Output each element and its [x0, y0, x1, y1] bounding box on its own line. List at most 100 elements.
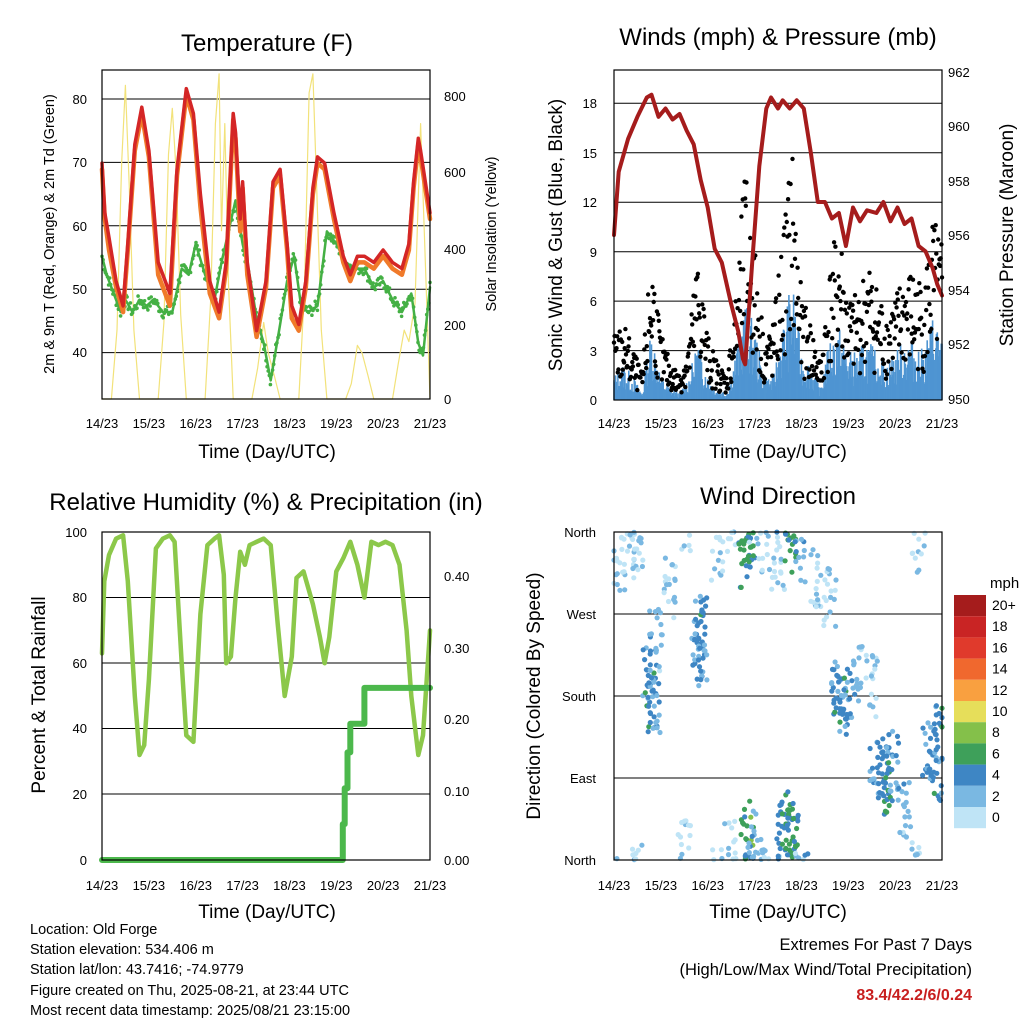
dewpoint-point: [320, 270, 324, 274]
x-tick-label: 20/23: [367, 416, 400, 431]
direction-point: [686, 845, 692, 851]
dewpoint-point: [423, 328, 428, 333]
direction-point: [755, 541, 761, 547]
dir-tick-south: South: [562, 689, 596, 704]
wind-tick-0: 0: [590, 393, 597, 408]
gust-point: [789, 316, 794, 322]
rh-x-tick-labels: 14/23 15/23 16/23 17/23 18/23 19/23 20/23 21/23: [86, 878, 447, 893]
gust-point: [687, 365, 692, 370]
direction-point: [764, 551, 770, 558]
direction-point: [621, 569, 627, 575]
gust-point: [830, 271, 836, 277]
gust-point: [846, 351, 851, 356]
gust-point: [765, 355, 771, 360]
direction-point: [653, 647, 660, 654]
direction-point: [786, 841, 793, 847]
latlon-text: Station lat/lon: 43.7416; -74.9779: [30, 962, 244, 979]
gust-point: [788, 181, 793, 187]
gust-point: [731, 350, 736, 355]
gust-point: [818, 359, 824, 364]
colorbar-label: 20+: [992, 597, 1016, 613]
gust-point: [910, 277, 916, 282]
direction-point: [893, 753, 899, 759]
dewpoint-point: [277, 333, 281, 337]
gust-point: [927, 301, 932, 307]
dewpoint-point: [396, 303, 401, 307]
wind-x-tick-labels: 14/23 15/23 16/23 17/23 18/23 19/23 20/23 21/23: [598, 416, 959, 431]
gust-point: [702, 314, 707, 319]
direction-point: [791, 838, 798, 845]
rh-grid: [102, 597, 430, 795]
precip-tick-labels: 0.40 0.30 0.20 0.10 0.00: [444, 569, 469, 868]
temperature-right-tick-labels: 800 600 400 200 0: [444, 89, 466, 407]
direction-point: [636, 550, 642, 556]
gust-point: [934, 336, 940, 342]
x-tick-label: 21/23: [926, 416, 959, 431]
gust-point: [931, 288, 936, 293]
direction-frame: [613, 531, 943, 861]
direction-point: [692, 657, 698, 663]
gust-point: [902, 303, 907, 309]
dewpoint-point: [312, 306, 316, 311]
colorbar-swatch: [954, 807, 986, 829]
direction-point: [738, 831, 744, 838]
dewpoint-point: [416, 340, 420, 345]
gust-point: [724, 376, 729, 381]
dewpoint-point: [282, 292, 287, 297]
direction-point: [834, 663, 841, 670]
gust-point: [762, 376, 767, 382]
dewpoint-point: [102, 267, 106, 272]
direction-point: [621, 561, 628, 567]
dewpoint-point: [360, 268, 365, 272]
direction-point: [702, 648, 708, 654]
rh-y-label: Percent & Total Rainfall: [29, 596, 50, 793]
direction-point: [702, 624, 708, 630]
gust-point: [695, 271, 701, 276]
wind-x-label: Time (Day/UTC): [709, 442, 847, 463]
direction-point: [837, 699, 843, 705]
gust-point: [797, 326, 802, 332]
direction-point: [648, 631, 655, 637]
dewpoint-point: [266, 369, 271, 373]
direction-point: [635, 567, 641, 573]
direction-point: [843, 731, 849, 737]
dewpoint-point: [392, 304, 396, 308]
wind-y-label: Sonic Wind & Gust (Blue, Black): [546, 99, 567, 371]
gust-point: [916, 326, 921, 332]
gust-point: [718, 381, 723, 387]
direction-point: [881, 785, 887, 791]
direction-point: [679, 819, 685, 826]
x-tick-label: 21/23: [414, 416, 447, 431]
direction-point: [718, 847, 725, 853]
direction-point: [647, 662, 653, 668]
gust-point: [642, 332, 648, 337]
gust-point: [773, 296, 779, 301]
gust-point: [838, 298, 843, 304]
direction-point: [890, 728, 896, 734]
direction-point: [761, 847, 767, 853]
gust-point: [891, 317, 897, 322]
direction-point: [698, 668, 704, 674]
direction-point: [875, 740, 881, 746]
dewpoint-point: [159, 308, 163, 313]
gust-point: [638, 375, 643, 380]
direction-point: [813, 591, 820, 597]
direction-point: [783, 531, 789, 537]
gust-point: [767, 336, 772, 341]
dewpoint-point: [217, 271, 221, 276]
direction-point: [639, 842, 645, 848]
gust-point: [775, 356, 781, 362]
dewpoint-point: [310, 313, 314, 318]
direction-point: [794, 825, 800, 832]
gust-point: [771, 341, 776, 346]
x-tick-label: 16/23: [691, 878, 724, 893]
speed-colorbar: mph 20+ 18 16 14 12 10 8 6 4 2 0: [954, 575, 1019, 829]
direction-point: [879, 771, 885, 777]
direction-point: [851, 660, 857, 666]
rh-left-tick-labels: 100 80 60 40 20 0: [65, 525, 87, 868]
direction-point: [654, 692, 660, 699]
direction-point: [932, 726, 938, 733]
direction-point: [769, 574, 776, 581]
gust-point: [782, 352, 788, 357]
dewpoint-point: [306, 310, 311, 315]
